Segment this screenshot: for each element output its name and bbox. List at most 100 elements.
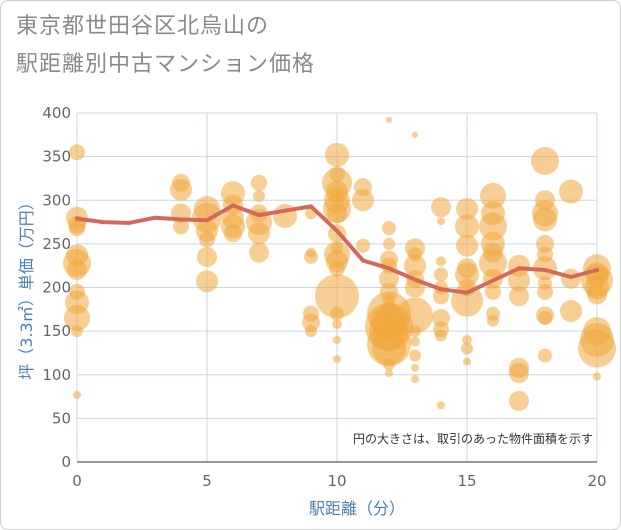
data-bubble: [329, 260, 345, 277]
average-price-point: [75, 216, 79, 221]
y-tick-label: 200: [42, 279, 71, 297]
data-bubble: [197, 246, 217, 267]
chart-title-line2: 駅距離別中古マンション価格: [16, 52, 316, 77]
data-bubble: [253, 189, 265, 202]
average-price-point: [439, 287, 443, 292]
average-price-point: [309, 204, 313, 209]
data-bubble: [196, 270, 218, 293]
data-bubble: [479, 249, 507, 278]
data-bubble: [327, 203, 347, 224]
average-price-point: [153, 215, 157, 220]
data-bubble: [352, 189, 374, 212]
data-bubble: [509, 363, 529, 384]
average-price-point: [569, 275, 573, 280]
average-price-point: [361, 258, 365, 263]
data-bubble: [315, 274, 359, 319]
data-bubble: [397, 297, 433, 334]
data-bubble: [455, 262, 479, 287]
data-bubble: [173, 218, 189, 235]
average-price-point: [413, 277, 417, 282]
y-tick-label: 350: [42, 148, 71, 166]
data-bubble: [372, 331, 406, 366]
data-bubble: [455, 214, 479, 239]
data-bubble: [332, 319, 342, 330]
data-bubble: [69, 144, 85, 161]
data-bubble: [435, 329, 447, 342]
y-axis-label: 坪（3.3㎡）単価（万円）: [17, 194, 36, 379]
data-bubble: [170, 178, 192, 201]
data-bubble: [533, 207, 557, 232]
average-price-point: [595, 268, 599, 273]
y-tick-label: 300: [42, 191, 71, 209]
x-tick-label: 20: [587, 472, 606, 490]
data-bubble: [463, 357, 471, 366]
data-bubble: [382, 221, 396, 236]
data-bubble: [69, 220, 85, 237]
average-price-point: [231, 203, 235, 208]
data-bubble: [559, 179, 583, 204]
average-price-point: [205, 218, 209, 223]
data-bubble: [199, 231, 215, 248]
average-price-point: [101, 220, 105, 225]
data-bubble: [411, 375, 419, 384]
bubble-layer: [63, 116, 616, 411]
data-bubble: [433, 288, 449, 305]
data-bubble: [593, 372, 601, 381]
axes: 0 50 100 150 200 250 300 350 400 0 5 10 15 20: [42, 104, 606, 490]
data-bubble: [409, 349, 421, 362]
data-bubble: [224, 224, 242, 243]
x-tick-label: 5: [202, 472, 212, 490]
data-bubble: [412, 131, 418, 138]
y-tick-label: 400: [42, 104, 71, 122]
y-tick-label: 50: [52, 409, 71, 427]
data-bubble: [410, 336, 420, 347]
average-price-point: [387, 266, 391, 271]
data-bubble: [480, 182, 506, 209]
data-bubble: [432, 309, 450, 328]
y-tick-label: 100: [42, 366, 71, 384]
data-bubble: [386, 116, 392, 123]
average-price-point: [543, 268, 547, 273]
data-bubble: [383, 237, 395, 250]
average-price-point: [257, 213, 261, 218]
data-bubble: [434, 267, 448, 282]
average-price-point: [465, 290, 469, 295]
y-tick-label: 150: [42, 322, 71, 340]
average-price-point: [491, 278, 495, 283]
x-tick-label: 10: [327, 472, 346, 490]
data-bubble: [538, 348, 552, 363]
data-bubble: [485, 283, 501, 300]
bubble-size-note: 円の大きさは、取引のあった物件面積を示す: [353, 431, 593, 446]
data-bubble: [64, 305, 90, 332]
average-price-point: [179, 217, 183, 222]
data-bubble: [537, 283, 553, 300]
chart-title-line1: 東京都世田谷区北烏山の: [16, 14, 270, 39]
average-price-point: [517, 266, 521, 271]
average-price-point: [335, 228, 339, 233]
data-bubble: [404, 254, 426, 277]
data-bubble: [383, 358, 395, 371]
data-bubble: [587, 284, 607, 305]
y-tick-label: 250: [42, 235, 71, 253]
data-bubble: [509, 286, 529, 307]
data-bubble: [385, 369, 393, 378]
data-bubble: [437, 401, 445, 410]
data-bubble: [71, 325, 83, 338]
y-tick-label: 0: [61, 453, 71, 471]
data-bubble: [456, 197, 478, 220]
data-bubble: [67, 260, 87, 281]
data-bubble: [509, 390, 529, 411]
data-bubble: [251, 174, 267, 191]
average-line-layer: [75, 203, 599, 295]
data-bubble: [333, 335, 341, 344]
data-bubble: [487, 314, 499, 327]
x-axis-label: 駅距離（分）: [309, 499, 405, 518]
x-tick-label: 15: [457, 472, 476, 490]
data-bubble: [379, 268, 399, 289]
data-bubble: [560, 300, 582, 323]
data-bubble: [333, 355, 341, 364]
data-bubble: [73, 390, 81, 399]
data-bubble: [248, 222, 270, 245]
data-bubble: [330, 306, 344, 321]
